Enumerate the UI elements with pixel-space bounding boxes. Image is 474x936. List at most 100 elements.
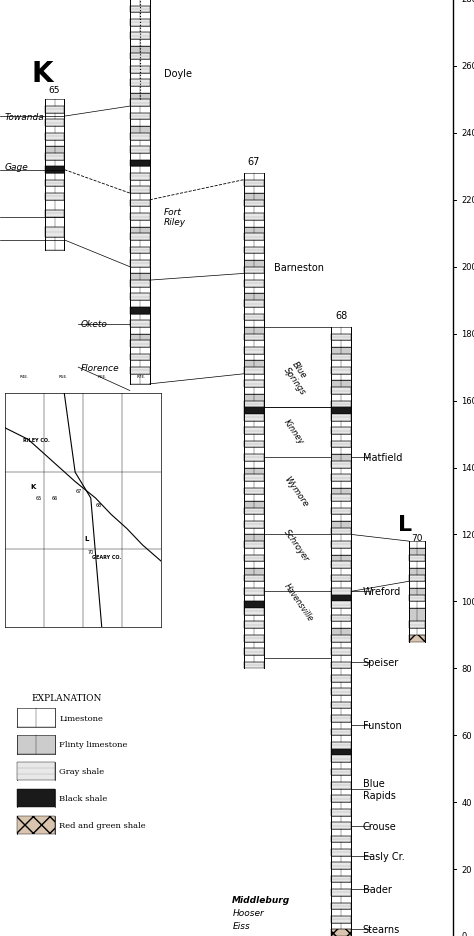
- Bar: [130, 47, 150, 53]
- Bar: [244, 321, 264, 328]
- Bar: [331, 568, 351, 575]
- Bar: [130, 368, 150, 374]
- Bar: [331, 481, 351, 488]
- Bar: [244, 394, 264, 402]
- Bar: [244, 608, 264, 615]
- Bar: [17, 762, 55, 781]
- Bar: [130, 66, 150, 74]
- Bar: [331, 502, 351, 508]
- Bar: [130, 181, 150, 187]
- Bar: [331, 415, 351, 421]
- Bar: [331, 521, 351, 528]
- Bar: [45, 121, 64, 127]
- Bar: [244, 521, 264, 528]
- Text: Bader: Bader: [363, 885, 392, 894]
- Bar: [331, 742, 351, 749]
- Bar: [331, 508, 351, 515]
- Bar: [130, 207, 150, 214]
- Bar: [331, 702, 351, 709]
- Bar: [130, 374, 150, 385]
- Bar: [130, 268, 150, 274]
- Bar: [331, 434, 351, 441]
- Text: Stearns: Stearns: [363, 925, 400, 934]
- Bar: [331, 394, 351, 402]
- Text: Schroyer: Schroyer: [282, 527, 311, 563]
- Bar: [130, 241, 150, 247]
- Bar: [130, 200, 150, 207]
- Bar: [331, 836, 351, 842]
- Bar: [17, 815, 55, 834]
- Text: 100: 100: [461, 597, 474, 607]
- Bar: [331, 662, 351, 668]
- Bar: [331, 782, 351, 789]
- Bar: [244, 241, 264, 247]
- Bar: [331, 361, 351, 368]
- Bar: [130, 334, 150, 341]
- Bar: [244, 355, 264, 361]
- Bar: [331, 842, 351, 849]
- Text: 120: 120: [461, 531, 474, 539]
- Bar: [130, 74, 150, 80]
- Bar: [130, 34, 150, 40]
- Text: 0: 0: [461, 931, 466, 936]
- Bar: [244, 628, 264, 636]
- Text: 160: 160: [461, 397, 474, 405]
- Bar: [244, 515, 264, 521]
- Bar: [45, 181, 64, 187]
- Text: Gage: Gage: [5, 163, 28, 171]
- Bar: [244, 347, 264, 355]
- Bar: [45, 127, 64, 134]
- Text: 60: 60: [461, 731, 472, 740]
- Bar: [331, 636, 351, 642]
- Bar: [244, 207, 264, 214]
- Bar: [244, 402, 264, 408]
- Text: 260: 260: [461, 63, 474, 71]
- Bar: [244, 595, 264, 602]
- Bar: [45, 140, 64, 147]
- Bar: [130, 127, 150, 134]
- Bar: [130, 234, 150, 241]
- Bar: [244, 314, 264, 321]
- Text: 240: 240: [461, 129, 474, 139]
- Bar: [244, 261, 264, 268]
- Bar: [244, 636, 264, 642]
- Text: Kinney: Kinney: [282, 417, 306, 446]
- Text: 200: 200: [461, 263, 474, 272]
- Bar: [244, 662, 264, 668]
- Bar: [45, 147, 64, 154]
- Bar: [244, 388, 264, 394]
- Text: 67: 67: [247, 157, 260, 168]
- Bar: [244, 642, 264, 649]
- Bar: [244, 227, 264, 234]
- Bar: [130, 281, 150, 287]
- Bar: [409, 589, 426, 595]
- Text: Blue
Springs: Blue Springs: [282, 359, 316, 396]
- Bar: [130, 113, 150, 121]
- Bar: [130, 347, 150, 355]
- Text: 20: 20: [461, 865, 472, 873]
- Bar: [331, 595, 351, 602]
- Bar: [331, 689, 351, 695]
- Bar: [331, 682, 351, 689]
- Bar: [130, 94, 150, 100]
- Bar: [331, 655, 351, 662]
- Bar: [244, 328, 264, 334]
- Bar: [130, 107, 150, 113]
- Text: Barneston: Barneston: [274, 262, 324, 272]
- Bar: [409, 608, 426, 622]
- Bar: [331, 402, 351, 408]
- Text: Black shale: Black shale: [59, 794, 108, 802]
- Bar: [130, 60, 150, 66]
- Bar: [130, 361, 150, 368]
- Bar: [331, 575, 351, 581]
- Text: 40: 40: [461, 797, 472, 807]
- Bar: [409, 542, 426, 548]
- Bar: [244, 468, 264, 475]
- Bar: [130, 355, 150, 361]
- Bar: [331, 829, 351, 836]
- Bar: [244, 281, 264, 287]
- Text: Gray shale: Gray shale: [59, 768, 104, 775]
- Bar: [244, 542, 264, 548]
- Bar: [244, 187, 264, 194]
- Bar: [244, 374, 264, 381]
